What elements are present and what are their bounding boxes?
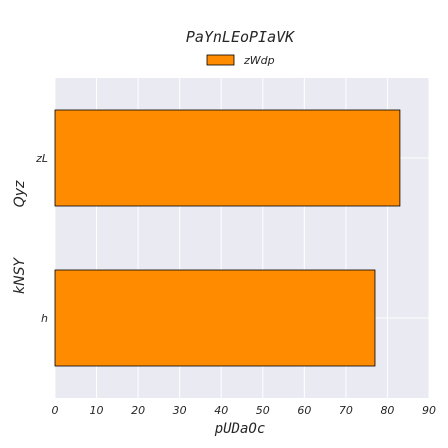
legend: zWdp	[206, 54, 275, 67]
legend-swatch	[206, 54, 235, 66]
x-tick-label: 50	[256, 404, 270, 417]
bar	[54, 269, 376, 367]
x-tick-label: 80	[380, 404, 394, 417]
x-axis-label: pUDaOc	[214, 421, 266, 437]
x-tick-label: 90	[422, 404, 436, 417]
x-tick-label: 60	[297, 404, 311, 417]
x-tick-label: 0	[52, 404, 59, 417]
x-tick-label: 70	[339, 404, 353, 417]
y-tick-label: h	[41, 312, 48, 325]
chart-title: PaYnLEoPIaVK	[186, 28, 295, 46]
y-tick-label: zL	[35, 152, 48, 165]
x-tick-label: 30	[173, 404, 187, 417]
x-tick-labels: 0 10 20 30 40 50 60 70 80 90	[52, 404, 437, 417]
bar	[54, 109, 401, 207]
x-tick-label: 20	[131, 404, 145, 417]
x-tick-label: 40	[214, 404, 228, 417]
y-axis-label-bottom: kNSY	[12, 257, 28, 294]
y-axis-label-top: Qyz	[12, 180, 28, 207]
bars	[54, 109, 401, 367]
x-tick-label: 10	[90, 404, 104, 417]
legend-label: zWdp	[243, 54, 275, 67]
y-tick-labels: zL h	[35, 152, 48, 325]
